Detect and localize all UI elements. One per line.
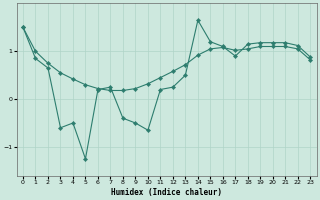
X-axis label: Humidex (Indice chaleur): Humidex (Indice chaleur): [111, 188, 222, 197]
